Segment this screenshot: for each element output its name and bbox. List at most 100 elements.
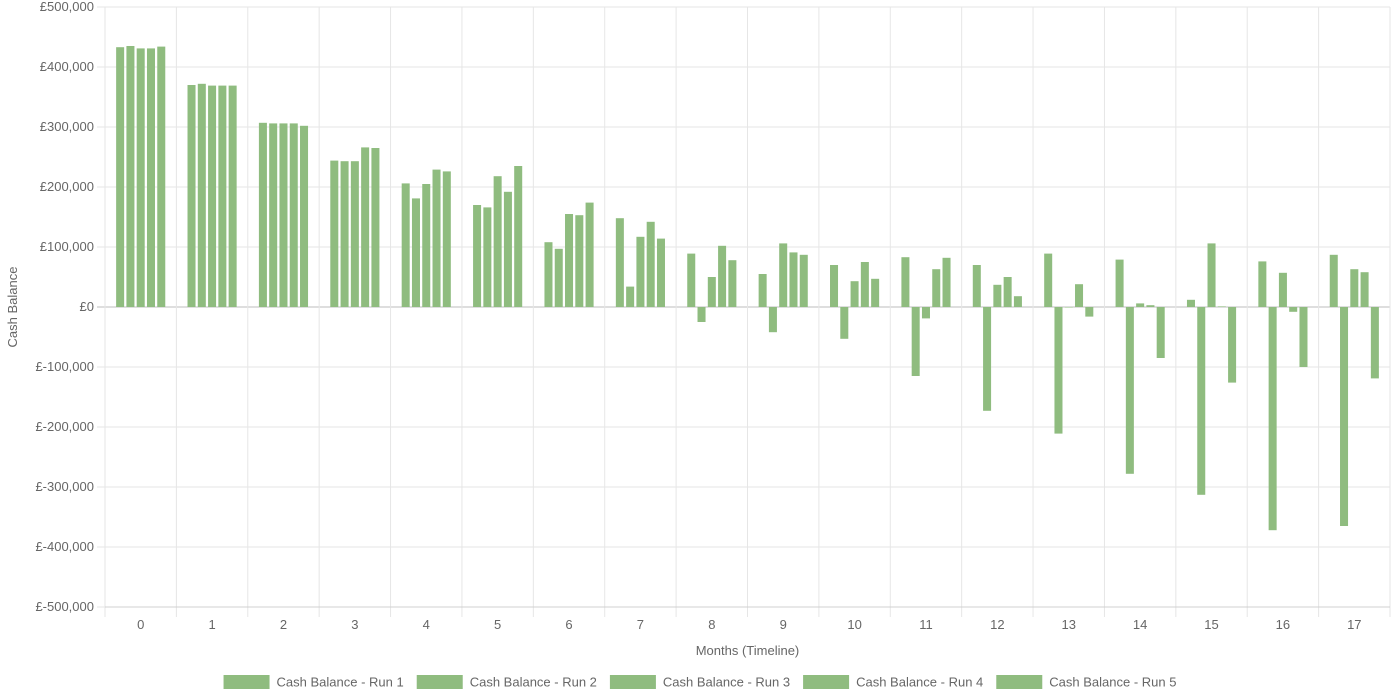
bar-run-5-month-4[interactable]	[442, 171, 451, 307]
bar-run-5-month-16[interactable]	[1299, 307, 1308, 367]
bar-run-1-month-14[interactable]	[1115, 259, 1124, 307]
bar-run-4-month-12[interactable]	[1003, 277, 1012, 307]
bar-run-2-month-14[interactable]	[1125, 307, 1134, 474]
bar-run-1-month-1[interactable]	[187, 85, 196, 307]
bar-run-5-month-13[interactable]	[1085, 307, 1094, 317]
bar-run-1-month-7[interactable]	[615, 218, 624, 307]
bar-run-3-month-13[interactable]	[1064, 307, 1073, 308]
bar-run-5-month-0[interactable]	[157, 46, 166, 307]
bar-run-3-month-9[interactable]	[779, 243, 788, 307]
x-tick-label: 15	[1204, 617, 1218, 632]
bar-run-3-month-8[interactable]	[707, 277, 716, 307]
bar-run-4-month-5[interactable]	[503, 191, 512, 307]
bar-run-1-month-11[interactable]	[901, 257, 910, 307]
bar-run-5-month-14[interactable]	[1156, 307, 1165, 358]
bar-run-5-month-7[interactable]	[656, 238, 665, 307]
bar-run-2-month-0[interactable]	[126, 46, 135, 307]
bar-run-3-month-0[interactable]	[136, 48, 145, 308]
bar-run-1-month-16[interactable]	[1258, 261, 1267, 307]
bar-run-2-month-12[interactable]	[983, 307, 992, 411]
bar-run-2-month-17[interactable]	[1340, 307, 1349, 526]
bar-run-4-month-10[interactable]	[860, 262, 869, 307]
bar-run-1-month-0[interactable]	[116, 47, 125, 307]
legend-item-run-4[interactable]: Cash Balance - Run 4	[803, 675, 983, 690]
bar-run-5-month-17[interactable]	[1370, 307, 1379, 379]
bar-run-4-month-15[interactable]	[1217, 306, 1226, 307]
bar-run-1-month-17[interactable]	[1329, 254, 1338, 307]
bar-run-1-month-5[interactable]	[473, 205, 482, 307]
bar-run-3-month-12[interactable]	[993, 284, 1002, 307]
bar-run-5-month-1[interactable]	[228, 85, 237, 307]
bar-run-2-month-13[interactable]	[1054, 307, 1063, 434]
bar-run-2-month-4[interactable]	[411, 198, 420, 307]
bar-run-1-month-6[interactable]	[544, 242, 553, 307]
bar-run-5-month-9[interactable]	[799, 254, 808, 307]
bar-run-4-month-9[interactable]	[789, 252, 798, 307]
legend-item-run-1[interactable]: Cash Balance - Run 1	[223, 675, 404, 690]
bar-run-4-month-17[interactable]	[1360, 272, 1369, 307]
bar-run-4-month-11[interactable]	[932, 269, 941, 307]
bar-run-1-month-3[interactable]	[330, 160, 339, 307]
bar-run-3-month-6[interactable]	[565, 214, 574, 307]
bar-run-3-month-15[interactable]	[1207, 243, 1216, 307]
bar-run-1-month-9[interactable]	[758, 274, 767, 307]
bar-run-4-month-16[interactable]	[1289, 307, 1298, 312]
bar-run-3-month-17[interactable]	[1350, 269, 1359, 307]
bar-run-4-month-8[interactable]	[718, 245, 727, 307]
legend-item-run-2[interactable]: Cash Balance - Run 2	[416, 675, 597, 690]
x-tick-label: 8	[708, 617, 715, 632]
bar-run-4-month-3[interactable]	[361, 147, 370, 307]
bar-run-3-month-4[interactable]	[422, 184, 431, 307]
bar-run-5-month-10[interactable]	[871, 278, 880, 307]
bar-run-1-month-4[interactable]	[401, 183, 410, 307]
bar-run-1-month-8[interactable]	[687, 253, 696, 307]
bar-run-2-month-1[interactable]	[197, 83, 206, 307]
bar-run-2-month-5[interactable]	[483, 207, 492, 307]
bar-run-2-month-11[interactable]	[911, 307, 920, 376]
bar-run-4-month-7[interactable]	[646, 221, 655, 307]
bar-run-5-month-8[interactable]	[728, 260, 737, 307]
x-tick-label: 3	[351, 617, 358, 632]
bar-run-1-month-12[interactable]	[972, 265, 981, 307]
bar-run-5-month-2[interactable]	[300, 125, 309, 307]
bar-run-2-month-3[interactable]	[340, 161, 349, 307]
bar-run-2-month-2[interactable]	[269, 123, 278, 308]
legend-item-run-3[interactable]: Cash Balance - Run 3	[609, 675, 790, 690]
bar-run-1-month-10[interactable]	[830, 265, 839, 307]
bar-run-1-month-13[interactable]	[1044, 253, 1053, 307]
bar-run-3-month-14[interactable]	[1136, 303, 1145, 307]
bar-run-4-month-4[interactable]	[432, 169, 441, 307]
bar-run-5-month-11[interactable]	[942, 257, 951, 307]
bar-run-3-month-11[interactable]	[921, 307, 930, 319]
bar-run-1-month-15[interactable]	[1186, 299, 1195, 307]
bar-run-4-month-13[interactable]	[1075, 284, 1084, 307]
bar-run-4-month-0[interactable]	[146, 48, 155, 308]
bar-run-4-month-2[interactable]	[289, 123, 298, 308]
bar-run-2-month-6[interactable]	[554, 248, 563, 307]
bar-run-2-month-15[interactable]	[1197, 307, 1206, 495]
bars	[116, 46, 1379, 531]
bar-run-5-month-6[interactable]	[585, 202, 594, 307]
bar-run-4-month-6[interactable]	[575, 215, 584, 307]
bar-run-4-month-1[interactable]	[218, 85, 227, 307]
bar-run-3-month-10[interactable]	[850, 281, 859, 307]
bar-run-5-month-15[interactable]	[1228, 307, 1237, 383]
bar-run-3-month-5[interactable]	[493, 176, 502, 307]
bar-run-4-month-14[interactable]	[1146, 305, 1155, 307]
bar-run-3-month-7[interactable]	[636, 236, 645, 307]
bar-run-3-month-16[interactable]	[1278, 272, 1287, 307]
bar-run-3-month-2[interactable]	[279, 123, 288, 308]
bar-run-2-month-7[interactable]	[626, 286, 635, 307]
bar-run-2-month-8[interactable]	[697, 307, 706, 322]
bar-run-2-month-10[interactable]	[840, 307, 849, 339]
bar-run-5-month-12[interactable]	[1013, 296, 1022, 307]
bar-run-3-month-1[interactable]	[208, 85, 217, 307]
bar-run-2-month-9[interactable]	[768, 307, 777, 333]
bar-run-5-month-3[interactable]	[371, 148, 380, 307]
bar-run-2-month-16[interactable]	[1268, 307, 1277, 531]
bar-run-1-month-2[interactable]	[258, 122, 267, 307]
bar-run-5-month-5[interactable]	[514, 166, 523, 307]
legend-item-run-5[interactable]: Cash Balance - Run 5	[996, 675, 1176, 690]
bar-run-3-month-3[interactable]	[350, 161, 359, 307]
